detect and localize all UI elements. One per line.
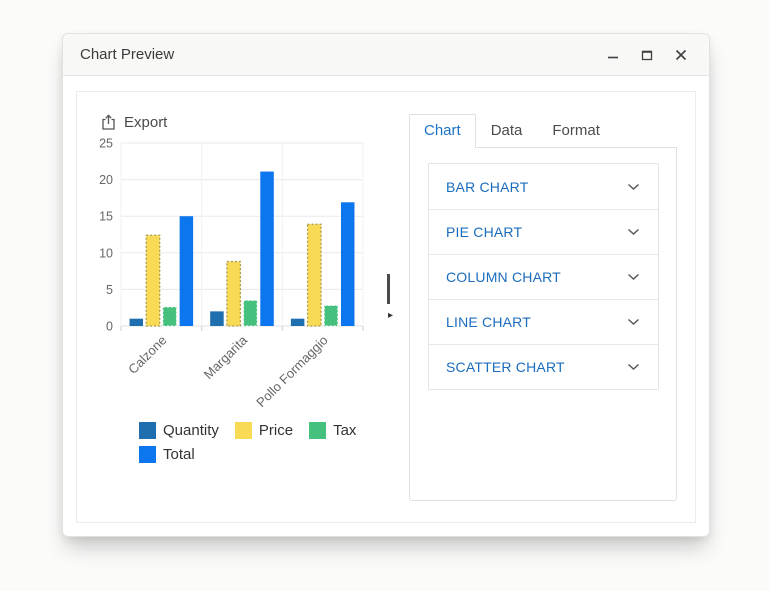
legend-label: Price	[258, 422, 294, 439]
content-panel: Export 0 5 10 15 20 25 Calzone Margarita Pollo F…	[76, 91, 696, 523]
accordion-label: SCATTER CHART	[446, 359, 565, 375]
legend-label: Total	[163, 446, 195, 463]
chevron-down-icon	[627, 318, 640, 326]
accordion-item-column-chart[interactable]: COLUMN CHART	[429, 254, 658, 299]
minimize-button[interactable]	[605, 47, 621, 63]
accordion-label: BAR CHART	[446, 178, 529, 195]
legend-swatch-total	[139, 446, 156, 463]
maximize-button[interactable]	[639, 47, 655, 63]
legend-item-total[interactable]: Total	[139, 446, 195, 463]
svg-text:5: 5	[106, 283, 113, 297]
window-controls	[605, 47, 689, 63]
svg-text:Margarita: Margarita	[201, 332, 251, 382]
svg-text:25: 25	[99, 137, 113, 151]
window-body: Export 0 5 10 15 20 25 Calzone Margarita Pollo F…	[63, 76, 709, 536]
chart-legend: Quantity Price Tax Total	[139, 422, 384, 463]
tab-data[interactable]: Data	[490, 122, 523, 139]
window-titlebar: Chart Preview	[63, 34, 709, 76]
legend-swatch-tax	[309, 422, 327, 439]
export-label: Export	[124, 114, 168, 131]
accordion-item-bar-chart[interactable]: BAR CHART	[429, 164, 658, 209]
chart-type-accordion: BAR CHART PIE CHART COLUMN CHART LI	[428, 163, 659, 390]
export-icon	[102, 114, 115, 130]
accordion-label: PIE CHART	[446, 224, 523, 240]
splitter-handle[interactable]	[387, 274, 390, 304]
collapse-arrow-icon[interactable]: ▸	[388, 310, 394, 321]
legend-item-tax[interactable]: Tax	[309, 422, 356, 439]
legend-label: Tax	[333, 422, 357, 439]
legend-label: Quantity	[163, 422, 219, 439]
tab-bar: Chart Data Format	[409, 114, 677, 148]
accordion-item-line-chart[interactable]: LINE CHART	[429, 299, 658, 344]
panel-splitter: ▸	[387, 92, 409, 522]
chevron-down-icon	[627, 228, 640, 236]
svg-text:0: 0	[106, 320, 113, 334]
legend-item-price[interactable]: Price	[234, 422, 294, 439]
accordion-item-pie-chart[interactable]: PIE CHART	[429, 209, 658, 254]
bar-chart[interactable]: 0 5 10 15 20 25 Calzone Margarita Pollo Formaggi…	[99, 135, 371, 420]
chart-pane: Export 0 5 10 15 20 25 Calzone Margarita Pollo F…	[77, 92, 387, 522]
svg-text:Calzone: Calzone	[125, 333, 169, 377]
close-button[interactable]	[673, 47, 689, 63]
tab-content-chart: BAR CHART PIE CHART COLUMN CHART LI	[409, 147, 677, 501]
chart-preview-window: Chart Preview	[62, 33, 710, 537]
settings-pane: Chart Data Format BAR CHART PIE CHART	[409, 92, 695, 522]
svg-text:Pollo Formaggio: Pollo Formaggio	[253, 333, 331, 411]
svg-text:20: 20	[99, 173, 113, 187]
tab-chart[interactable]: Chart	[409, 114, 476, 148]
maximize-icon	[641, 50, 653, 60]
chevron-down-icon	[627, 183, 640, 190]
tab-format[interactable]: Format	[552, 122, 600, 139]
minimize-icon	[608, 56, 618, 58]
chevron-down-icon	[627, 363, 640, 371]
svg-text:15: 15	[99, 210, 113, 224]
legend-swatch-quantity	[139, 422, 156, 439]
svg-text:10: 10	[99, 246, 113, 260]
accordion-item-scatter-chart[interactable]: SCATTER CHART	[429, 344, 658, 389]
window-title: Chart Preview	[80, 46, 175, 63]
close-icon	[675, 49, 687, 60]
legend-item-quantity[interactable]: Quantity	[139, 422, 219, 439]
legend-swatch-price	[234, 422, 252, 439]
chevron-down-icon	[627, 273, 640, 281]
export-button[interactable]: Export	[101, 114, 167, 131]
accordion-label: COLUMN CHART	[446, 269, 561, 285]
accordion-label: LINE CHART	[446, 314, 531, 330]
